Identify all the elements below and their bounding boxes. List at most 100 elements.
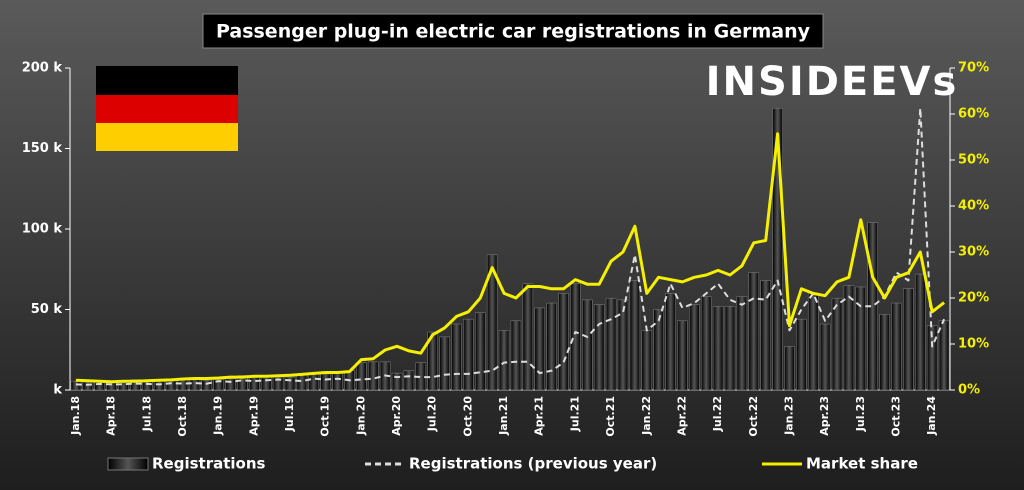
x-tick-label: Jul.20 <box>426 396 439 433</box>
bar <box>296 374 308 391</box>
y2-tick-label: 70% <box>958 61 989 76</box>
bar <box>498 330 510 391</box>
legend-label: Market share <box>806 455 918 473</box>
bar <box>796 318 807 391</box>
bar <box>653 309 664 391</box>
bar <box>463 318 474 391</box>
bar <box>439 336 450 391</box>
bar <box>665 293 676 391</box>
x-tick-label: Oct.22 <box>747 396 760 437</box>
y-tick-label: 200 k <box>22 61 63 76</box>
x-tick-label: Oct.20 <box>461 396 474 437</box>
x-tick-label: Jan.22 <box>640 396 653 436</box>
x-tick-label: Jul.19 <box>283 396 296 432</box>
bar <box>249 376 260 391</box>
bar <box>153 380 165 391</box>
legend-swatch <box>107 457 149 471</box>
x-tick-label: Apr.22 <box>675 396 688 436</box>
bar <box>903 288 914 391</box>
bar <box>772 107 783 391</box>
x-tick-label: Jan.18 <box>69 396 82 436</box>
bar <box>534 307 546 391</box>
bar <box>332 371 343 391</box>
line <box>75 107 946 386</box>
y2-tick-label: 0% <box>958 383 980 398</box>
x-tick-label: Apr.23 <box>818 396 831 436</box>
bar <box>831 297 843 391</box>
x-tick-label: Jan.24 <box>925 396 938 436</box>
bar <box>760 280 771 391</box>
bar <box>582 299 593 391</box>
y-tick-label: 100 k <box>22 222 63 237</box>
bar <box>724 305 736 391</box>
bar <box>320 373 331 391</box>
x-tick-label: Jul.23 <box>854 396 867 432</box>
bar <box>629 280 641 391</box>
x-tick-label: Jul.21 <box>568 396 581 432</box>
bar <box>605 297 617 391</box>
y-tick-label: 50 k <box>31 302 63 317</box>
y2-tick-label: 40% <box>958 199 989 214</box>
bar <box>558 293 569 391</box>
x-tick-label: Oct.19 <box>319 396 332 437</box>
chart-title: Passenger plug-in electric car registrat… <box>216 21 811 43</box>
x-tick-label: Oct.21 <box>604 396 617 437</box>
bar <box>189 378 201 391</box>
bar <box>891 302 902 391</box>
bar <box>237 375 248 391</box>
title-box <box>202 13 824 49</box>
bar <box>712 305 724 391</box>
bar <box>522 283 534 391</box>
bar <box>356 362 367 391</box>
y2-tick-label: 30% <box>958 245 989 260</box>
bar <box>748 272 760 391</box>
bar <box>807 293 819 391</box>
bar <box>546 302 557 391</box>
bar <box>914 273 926 391</box>
bar <box>403 370 415 391</box>
y2-tick-label: 50% <box>958 153 989 168</box>
x-tick-label: Apr.20 <box>390 396 403 436</box>
x-tick-label: Apr.19 <box>247 396 260 436</box>
x-tick-label: Jul.22 <box>711 396 724 432</box>
bar <box>784 346 795 391</box>
line <box>75 132 946 384</box>
bar <box>926 325 938 391</box>
logo: INSIDEEVs <box>706 59 959 105</box>
bar <box>736 296 748 391</box>
y-tick-label: k <box>53 383 62 398</box>
bar <box>474 312 486 391</box>
bar <box>700 296 712 391</box>
bar <box>879 314 890 391</box>
bar <box>641 330 653 391</box>
bar <box>427 331 438 391</box>
x-tick-label: Jul.18 <box>140 396 153 432</box>
bar <box>938 320 950 391</box>
bar <box>510 320 522 391</box>
bar <box>367 361 379 391</box>
legend-label: Registrations <box>152 455 266 473</box>
bar <box>486 254 498 391</box>
bar <box>260 376 272 391</box>
bar <box>284 376 296 391</box>
x-tick-label: Jan.19 <box>212 396 225 436</box>
legend-label: Registrations (previous year) <box>409 455 657 473</box>
bar <box>677 320 688 391</box>
bar <box>819 323 831 391</box>
bar <box>593 304 605 391</box>
bar <box>617 299 629 391</box>
x-tick-label: Apr.21 <box>533 396 546 436</box>
x-tick-label: Jan.21 <box>497 396 510 436</box>
flag <box>96 66 238 151</box>
bar <box>70 380 82 391</box>
y2-tick-label: 60% <box>958 107 989 122</box>
bar <box>843 285 855 391</box>
x-tick-label: Oct.23 <box>889 396 902 437</box>
x-tick-label: Jan.20 <box>354 396 367 436</box>
bar <box>570 283 581 391</box>
bar <box>308 373 320 391</box>
bar <box>391 372 403 391</box>
bar <box>451 323 462 391</box>
bar <box>213 379 224 391</box>
